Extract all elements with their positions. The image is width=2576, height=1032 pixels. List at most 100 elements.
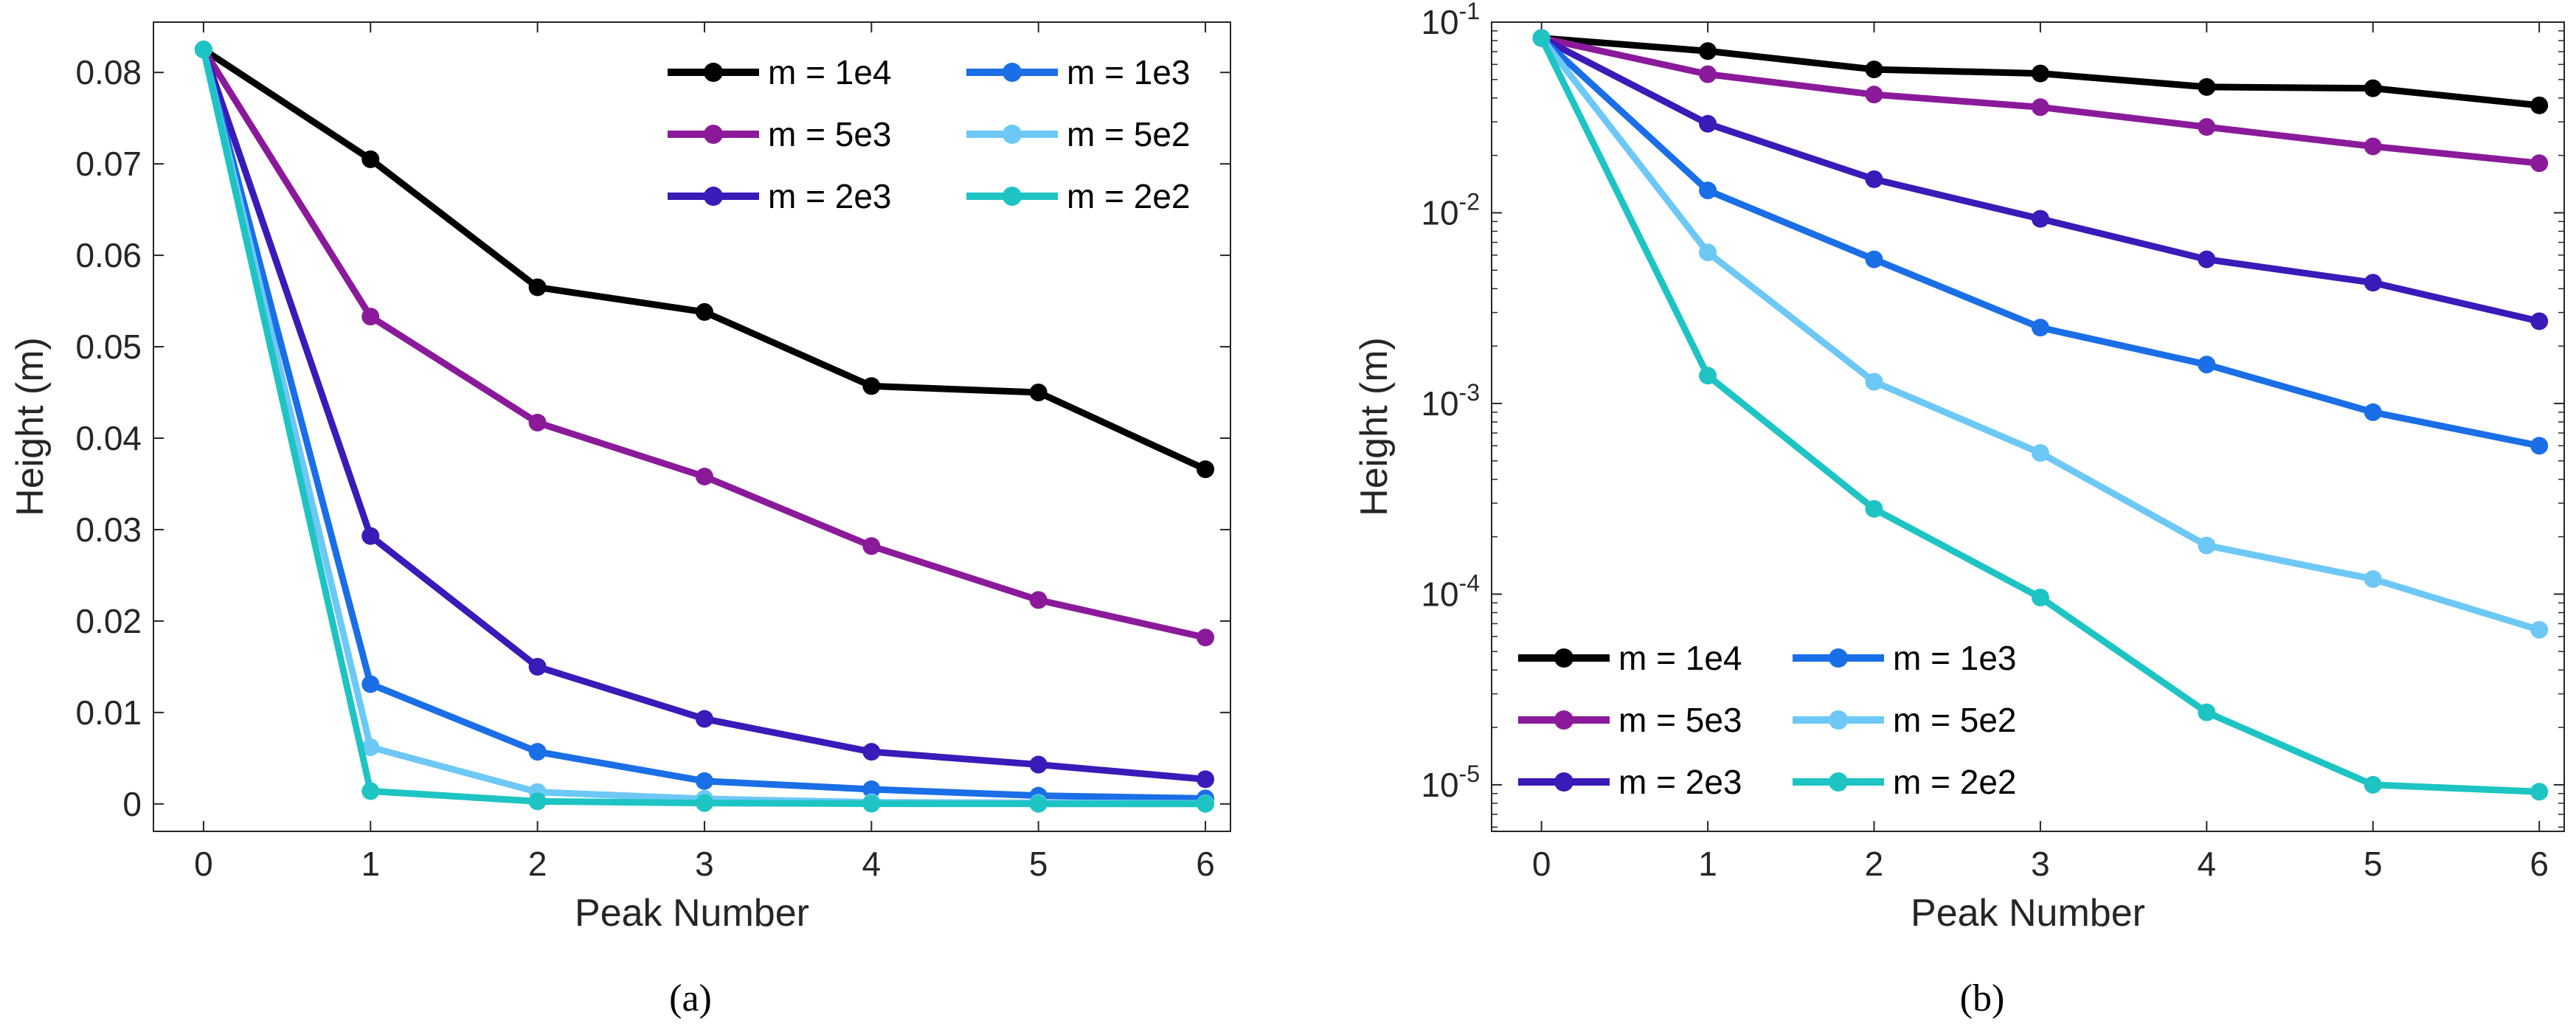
x-axis-label: Peak Number xyxy=(1911,892,2145,935)
data-point xyxy=(1865,86,1883,104)
x-tick-label: 3 xyxy=(695,845,714,883)
data-point xyxy=(361,527,380,545)
axes-box xyxy=(153,21,1231,832)
data-point xyxy=(361,150,380,168)
data-point xyxy=(528,743,547,761)
data-point xyxy=(862,794,881,813)
data-point xyxy=(1699,65,1717,83)
axes-box xyxy=(1491,21,2565,832)
x-tick-label: 2 xyxy=(1865,845,1884,883)
data-point xyxy=(1197,628,1215,647)
legend-swatch-marker xyxy=(1554,710,1573,730)
data-point xyxy=(1865,250,1883,269)
data-point xyxy=(695,302,713,321)
data-point xyxy=(361,738,380,756)
data-point xyxy=(1029,794,1048,813)
legend-swatch-marker xyxy=(704,63,723,82)
legend-label: m = 2e2 xyxy=(1893,763,2017,801)
data-point xyxy=(2198,536,2216,555)
legend-item: m = 1e4 xyxy=(1518,639,1742,677)
x-axis-label: Peak Number xyxy=(575,892,809,935)
legend-item: m = 2e2 xyxy=(966,177,1191,215)
legend-label: m = 1e3 xyxy=(1893,639,2017,677)
y-tick-label: 0.01 xyxy=(75,693,142,732)
data-point xyxy=(2198,250,2216,269)
legend-item: m = 2e2 xyxy=(1793,763,2017,801)
data-point xyxy=(2031,209,2049,228)
data-point xyxy=(2198,703,2216,721)
data-point xyxy=(361,675,380,693)
legend-label: m = 1e3 xyxy=(1067,53,1191,91)
legend-swatch-marker xyxy=(1554,648,1573,668)
x-tick-label: 5 xyxy=(1029,845,1048,883)
y-tick-label: 0.06 xyxy=(75,236,142,274)
legend-item: m = 2e3 xyxy=(1518,763,1742,801)
data-point xyxy=(528,792,547,811)
data-point xyxy=(1699,367,1717,385)
data-point xyxy=(1865,499,1883,518)
data-point xyxy=(2198,77,2216,96)
series-line xyxy=(201,46,1207,473)
legend-label: m = 1e4 xyxy=(1618,639,1742,677)
data-point xyxy=(361,782,380,800)
data-point xyxy=(194,41,212,59)
panel-caption: (b) xyxy=(1960,977,2005,1019)
data-point xyxy=(2364,403,2382,421)
y-tick-label: 0.02 xyxy=(75,602,142,640)
data-point xyxy=(2031,64,2049,83)
data-point xyxy=(361,308,380,326)
data-point xyxy=(2530,312,2549,330)
panel-b-log-chart: 0 1 2 3 4 5 6 10-1 10-2 10-3 10-4 10-5 Peak Number He… xyxy=(1353,0,2565,1019)
x-tick-label: 3 xyxy=(2031,845,2050,883)
data-point xyxy=(1532,29,1551,47)
legend-swatch-marker xyxy=(1003,125,1022,144)
data-point xyxy=(1865,170,1883,188)
legend-label: m = 5e2 xyxy=(1067,115,1191,153)
data-point xyxy=(2364,274,2382,292)
data-point xyxy=(862,743,881,761)
legend-label: m = 5e3 xyxy=(1618,701,1742,739)
legend-label: m = 2e2 xyxy=(1067,177,1191,215)
data-point xyxy=(1865,60,1883,79)
legend-swatch-marker xyxy=(704,187,723,206)
x-tick-label: 6 xyxy=(1196,845,1215,883)
y-tick-label: 10-2 xyxy=(1421,188,1480,232)
x-tick-label: 2 xyxy=(528,845,547,883)
legend-label: m = 1e4 xyxy=(768,53,892,91)
legend-swatch-marker xyxy=(1829,710,1848,730)
data-point xyxy=(2364,569,2382,588)
x-tick-label: 5 xyxy=(2364,845,2383,883)
data-point xyxy=(528,413,547,432)
y-tick-label: 10-5 xyxy=(1421,761,1480,804)
data-point xyxy=(528,278,547,297)
data-point xyxy=(1197,770,1215,789)
data-point xyxy=(862,377,881,395)
x-tick-label: 1 xyxy=(361,845,380,883)
data-point xyxy=(1029,384,1048,402)
legend-swatch-marker xyxy=(704,125,723,144)
legend-item: m = 1e3 xyxy=(1793,639,2017,677)
data-point xyxy=(1699,181,1717,200)
data-point xyxy=(2031,319,2049,337)
y-tick-label: 0 xyxy=(122,785,142,823)
y-tick-label: 0.03 xyxy=(75,510,142,549)
x-tick-label: 0 xyxy=(1532,845,1551,883)
data-point xyxy=(2530,437,2549,455)
legend-label: m = 5e2 xyxy=(1893,701,2017,739)
x-tick-label: 0 xyxy=(194,845,213,883)
data-point xyxy=(695,468,713,486)
data-point xyxy=(695,710,713,728)
y-tick-label: 10-1 xyxy=(1421,0,1480,41)
legend-item: m = 1e4 xyxy=(668,53,892,91)
x-tick-label: 1 xyxy=(1698,845,1717,883)
data-point xyxy=(1699,243,1717,262)
x-tick-label: 4 xyxy=(862,845,882,883)
data-point xyxy=(2031,98,2049,117)
legend-label: m = 2e3 xyxy=(768,177,892,215)
legend-label: m = 5e3 xyxy=(768,115,892,153)
legend-swatch-marker xyxy=(1003,63,1022,82)
series-line xyxy=(200,49,1206,807)
data-point xyxy=(2031,444,2049,463)
data-point xyxy=(1865,373,1883,391)
